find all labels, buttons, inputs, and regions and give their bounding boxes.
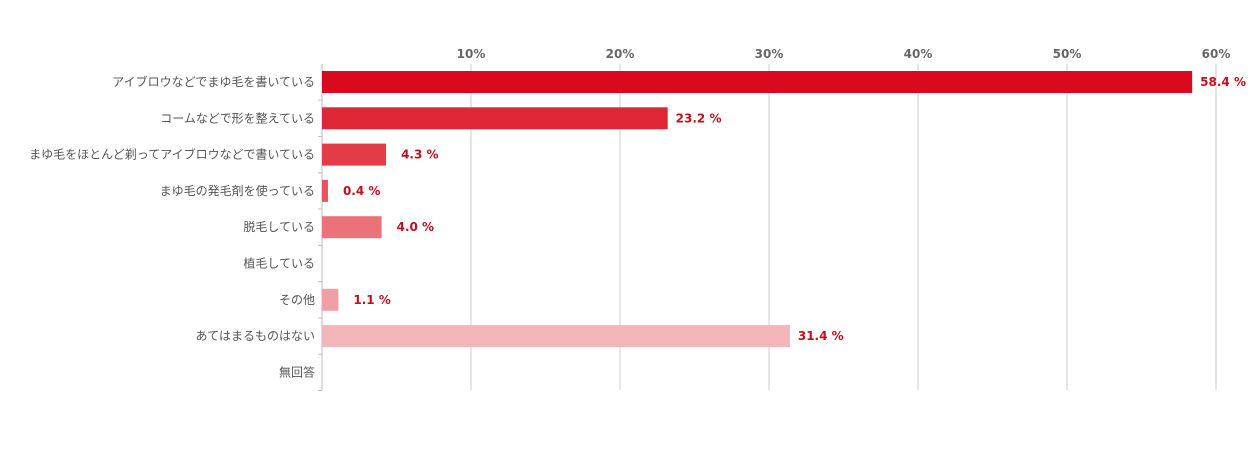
category-label: あてはまるものはない [195,329,315,343]
category-label: 脱毛している [243,219,315,234]
bar [322,107,668,130]
category-label: 無回答 [279,364,315,379]
x-tick-label: 40% [904,47,933,61]
bar [322,288,339,311]
data-label: 31.4 % [798,329,844,343]
category-label: まゆ毛の発毛剤を使っている [160,183,315,198]
data-label: 0.4 % [343,184,380,198]
category-label: アイブロウなどでまゆ毛を書いている [112,74,315,89]
x-tick-label: 20% [606,47,635,61]
data-label: 1.1 % [353,293,390,307]
bar [322,143,387,166]
data-label: 4.0 % [397,220,434,234]
bar [322,179,328,202]
bar [322,325,790,348]
data-label: 4.3 % [401,148,438,162]
bar [322,71,1193,93]
category-label: 植毛している [243,256,315,271]
category-label: コームなどで形を整えている [160,110,315,125]
data-label: 58.4 % [1200,75,1246,89]
category-label: まゆ毛をほとんど剃ってアイブロウなどで書いている [29,147,315,162]
x-tick-label: 10% [457,47,486,61]
x-tick-label: 60% [1202,47,1231,61]
category-label: その他 [279,293,315,307]
bar [322,216,382,239]
x-tick-label: 50% [1053,47,1082,61]
data-label: 23.2 % [676,111,722,125]
x-tick-label: 30% [755,47,784,61]
